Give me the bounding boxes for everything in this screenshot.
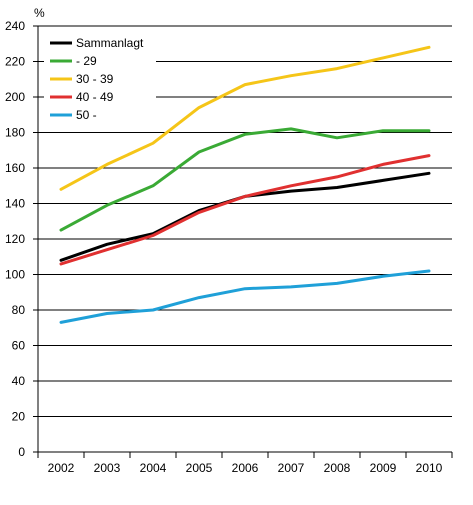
y-tick-label: 20	[12, 410, 26, 424]
x-tick-label: 2007	[278, 461, 305, 475]
y-tick-label: 0	[18, 445, 25, 459]
legend-label-1: - 29	[76, 54, 97, 68]
series-line-1	[59, 127, 431, 232]
x-tick-label: 2010	[416, 461, 443, 475]
x-tick-label: 2009	[370, 461, 397, 475]
x-tick-label: 2002	[48, 461, 75, 475]
legend: Sammanlagt - 29 30 - 39 40 - 49 50 -	[44, 32, 156, 126]
y-tick-label: 160	[5, 161, 25, 175]
axes	[33, 25, 453, 458]
x-axis-tick-labels: 2002 2003 2004 2005 2006 2007 2008 2009 2010	[48, 461, 443, 475]
y-tick-label: 180	[5, 126, 25, 140]
x-tick-label: 2004	[140, 461, 167, 475]
y-tick-label: 100	[5, 268, 25, 282]
y-tick-label: 40	[12, 374, 26, 388]
legend-label-4: 50 -	[76, 108, 97, 122]
series-line-2	[59, 45, 431, 191]
y-tick-label: 80	[12, 303, 26, 317]
x-tick-label: 2005	[186, 461, 213, 475]
y-tick-label: 140	[5, 197, 25, 211]
x-tick-label: 2003	[94, 461, 121, 475]
x-tick-label: 2006	[232, 461, 259, 475]
y-tick-label: 60	[12, 339, 26, 353]
legend-label-3: 40 - 49	[76, 90, 114, 104]
series-line-4	[59, 269, 431, 324]
y-axis-tick-labels: 0 20 40 60 80 100 120 140 160 180 200 220 240	[5, 19, 25, 459]
legend-label-2: 30 - 39	[76, 72, 114, 86]
y-tick-label: 220	[5, 55, 25, 69]
series-line-3	[59, 154, 431, 266]
series-lines	[59, 45, 431, 324]
x-tick-label: 2008	[324, 461, 351, 475]
legend-label-0: Sammanlagt	[76, 36, 144, 50]
y-tick-label: 200	[5, 90, 25, 104]
y-tick-label: 240	[5, 19, 25, 33]
y-tick-label: 120	[5, 232, 25, 246]
y-axis-label: %	[34, 6, 45, 20]
